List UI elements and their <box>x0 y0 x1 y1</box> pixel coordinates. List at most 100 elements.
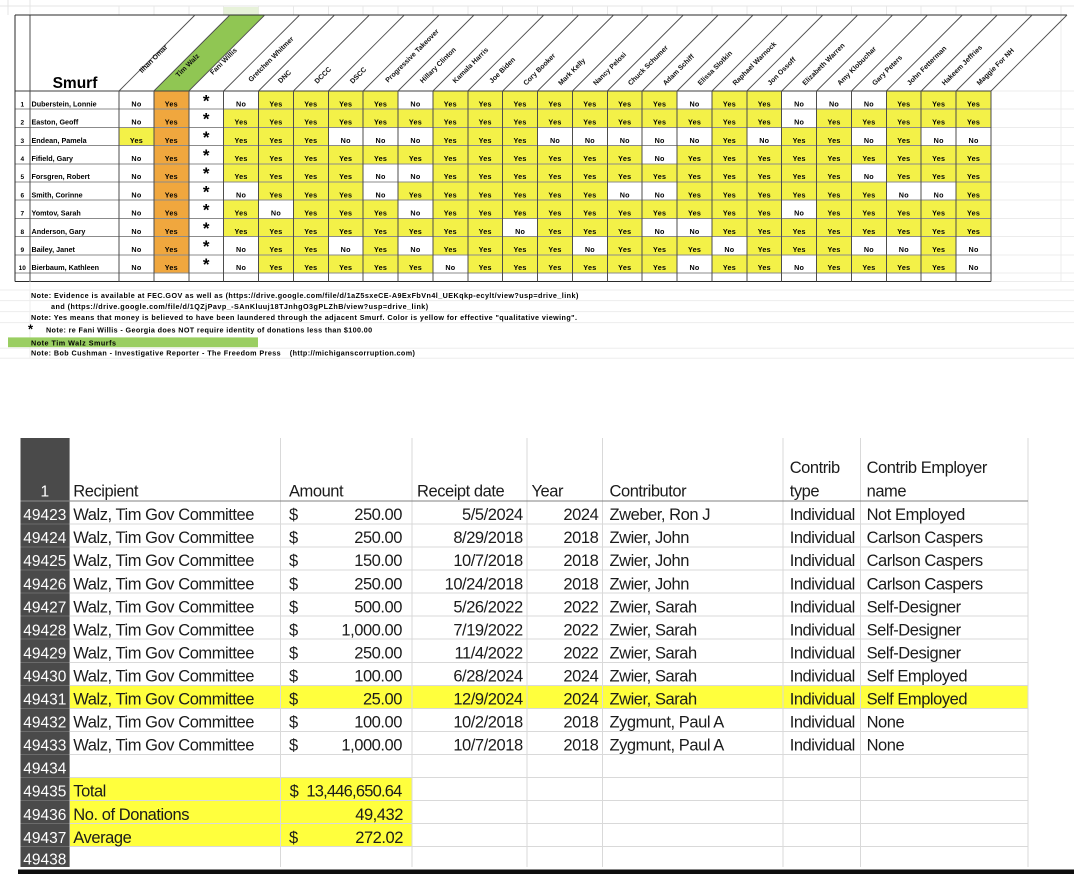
svg-text:Yes: Yes <box>688 154 701 163</box>
svg-text:2024: 2024 <box>563 691 598 709</box>
svg-text:Yes: Yes <box>618 263 631 272</box>
svg-text:Note: Yes means that money is: Note: Yes means that money is believed t… <box>31 313 577 322</box>
svg-text:Yes: Yes <box>723 227 736 236</box>
svg-text:2018: 2018 <box>563 529 598 547</box>
svg-text:Yes: Yes <box>967 172 980 181</box>
svg-text:2024: 2024 <box>563 667 598 685</box>
svg-text:Yes: Yes <box>269 172 282 181</box>
svg-text:Yes: Yes <box>618 118 631 127</box>
svg-text:Yomtov, Sarah: Yomtov, Sarah <box>32 209 81 218</box>
svg-text:Yes: Yes <box>583 227 596 236</box>
svg-text:Total: Total <box>73 783 106 801</box>
svg-text:49436: 49436 <box>23 807 66 824</box>
svg-text:Yes: Yes <box>479 190 492 199</box>
svg-text:No: No <box>236 263 246 272</box>
svg-text:Yes: Yes <box>618 227 631 236</box>
svg-text:Zwier, Sarah: Zwier, Sarah <box>610 621 697 639</box>
svg-text:Yes: Yes <box>444 172 457 181</box>
svg-text:Yes: Yes <box>165 209 178 218</box>
svg-text:Yes: Yes <box>165 99 178 108</box>
svg-text:Yes: Yes <box>827 263 840 272</box>
svg-text:Walz, Tim Gov Committee: Walz, Tim Gov Committee <box>73 575 254 593</box>
svg-text:Yes: Yes <box>758 99 771 108</box>
svg-text:4: 4 <box>20 156 24 163</box>
svg-text:Yes: Yes <box>862 154 875 163</box>
svg-text:No: No <box>376 136 386 145</box>
svg-text:None: None <box>867 714 905 732</box>
svg-text:*: * <box>28 322 34 337</box>
svg-text:$: $ <box>289 714 298 732</box>
svg-text:Individual: Individual <box>790 529 855 547</box>
svg-text:Receipt date: Receipt date <box>417 482 505 500</box>
svg-text:None: None <box>867 737 905 755</box>
svg-text:25.00: 25.00 <box>363 691 402 709</box>
svg-text:Yes: Yes <box>618 209 631 218</box>
svg-text:Yes: Yes <box>897 136 910 145</box>
svg-text:$: $ <box>289 621 298 639</box>
svg-text:Easton, Geoff: Easton, Geoff <box>32 118 79 127</box>
svg-text:Yes: Yes <box>548 263 561 272</box>
svg-text:Yes: Yes <box>932 263 945 272</box>
svg-text:Yes: Yes <box>653 172 666 181</box>
svg-text:No: No <box>410 99 420 108</box>
svg-text:Yes: Yes <box>304 118 317 127</box>
svg-text:Yes: Yes <box>827 172 840 181</box>
svg-text:49428: 49428 <box>23 622 66 639</box>
svg-text:Self-Designer: Self-Designer <box>867 644 962 662</box>
svg-text:*: * <box>203 201 210 220</box>
svg-text:Yes: Yes <box>235 154 248 163</box>
svg-text:Yes: Yes <box>479 263 492 272</box>
svg-text:Yes: Yes <box>827 190 840 199</box>
svg-text:Yes: Yes <box>827 118 840 127</box>
svg-text:8: 8 <box>20 229 24 236</box>
svg-text:Yes: Yes <box>618 245 631 254</box>
svg-text:$: $ <box>289 667 298 685</box>
svg-text:7/19/2022: 7/19/2022 <box>453 621 523 639</box>
svg-text:Smurf: Smurf <box>53 75 99 92</box>
svg-text:49424: 49424 <box>23 530 66 547</box>
svg-text:No: No <box>794 263 804 272</box>
svg-text:11/4/2022: 11/4/2022 <box>455 644 523 662</box>
svg-text:Walz, Tim Gov Committee: Walz, Tim Gov Committee <box>73 552 254 570</box>
svg-text:No: No <box>689 227 699 236</box>
svg-text:Yes: Yes <box>932 99 945 108</box>
svg-text:Amount: Amount <box>289 482 344 500</box>
svg-text:No: No <box>934 136 944 145</box>
svg-text:Yes: Yes <box>862 190 875 199</box>
svg-text:No: No <box>236 190 246 199</box>
svg-text:(http://michiganscorruption.co: (http://michiganscorruption.com) <box>290 349 416 358</box>
svg-text:Yes: Yes <box>304 99 317 108</box>
svg-text:No. of Donations: No. of Donations <box>73 806 189 824</box>
svg-text:5/5/2024: 5/5/2024 <box>462 506 523 524</box>
svg-text:Yes: Yes <box>967 227 980 236</box>
svg-text:Zwier, Sarah: Zwier, Sarah <box>610 644 697 662</box>
svg-text:Yes: Yes <box>339 99 352 108</box>
svg-text:Yes: Yes <box>793 172 806 181</box>
svg-text:49434: 49434 <box>23 761 66 778</box>
svg-text:Yes: Yes <box>165 190 178 199</box>
svg-text:Yes: Yes <box>723 99 736 108</box>
svg-text:Yes: Yes <box>374 245 387 254</box>
svg-text:Yes: Yes <box>548 172 561 181</box>
svg-text:Yes: Yes <box>479 209 492 218</box>
svg-text:$: $ <box>289 829 298 847</box>
svg-text:Individual: Individual <box>790 598 855 616</box>
svg-text:Yes: Yes <box>793 245 806 254</box>
svg-text:Yes: Yes <box>932 118 945 127</box>
svg-text:Yes: Yes <box>827 209 840 218</box>
svg-text:Yes: Yes <box>897 263 910 272</box>
svg-text:Yes: Yes <box>269 227 282 236</box>
svg-text:150.00: 150.00 <box>354 552 402 570</box>
svg-text:No: No <box>131 190 141 199</box>
svg-text:Individual: Individual <box>790 714 855 732</box>
svg-text:Yes: Yes <box>548 227 561 236</box>
svg-text:$: $ <box>289 737 298 755</box>
svg-text:No: No <box>341 136 351 145</box>
svg-text:Carlson Caspers: Carlson Caspers <box>867 552 983 570</box>
svg-text:100.00: 100.00 <box>354 714 402 732</box>
svg-text:Zwier, John: Zwier, John <box>610 552 690 570</box>
svg-text:Endean, Pamela: Endean, Pamela <box>32 136 88 145</box>
svg-text:Yes: Yes <box>514 190 527 199</box>
svg-text:272.02: 272.02 <box>355 829 403 847</box>
svg-text:49430: 49430 <box>23 668 66 685</box>
